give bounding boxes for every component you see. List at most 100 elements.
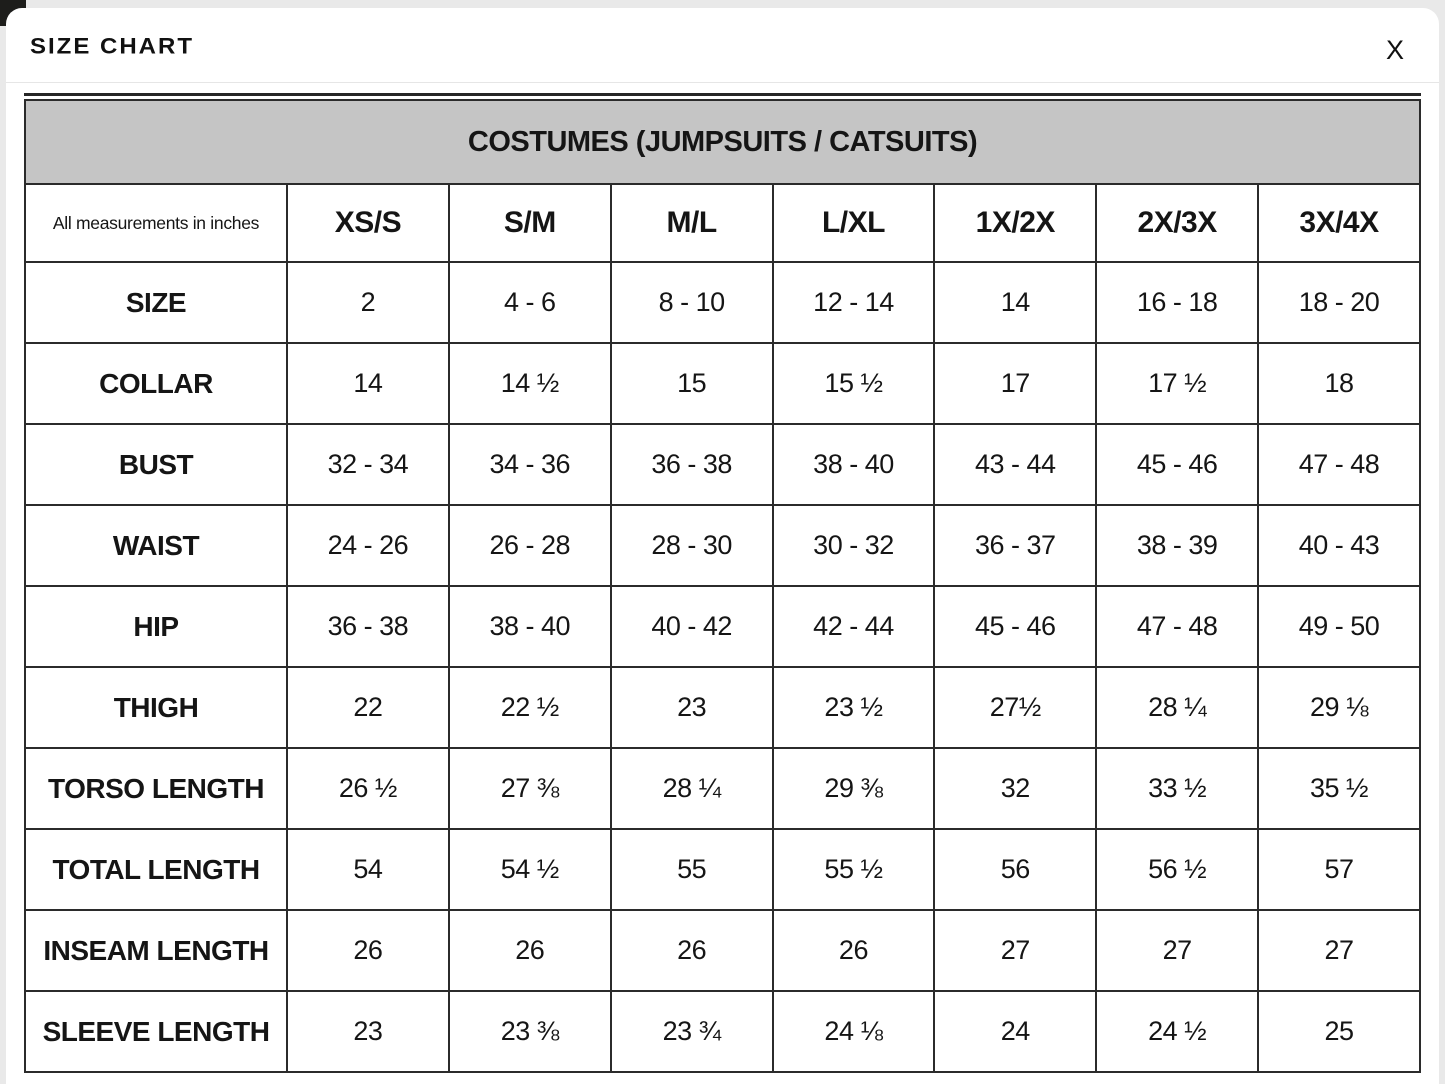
measurement-cell: 33 ½ — [1095, 747, 1260, 830]
row-label: BUST — [24, 423, 288, 506]
column-header: M/L — [609, 183, 774, 263]
measurement-cell: 22 ½ — [447, 666, 612, 749]
close-icon[interactable]: X — [1377, 32, 1413, 68]
measurement-cell: 27 — [933, 909, 1098, 992]
table-top-border — [24, 93, 1421, 96]
measurement-cell: 16 - 18 — [1095, 261, 1260, 344]
row-label: TORSO LENGTH — [24, 747, 288, 830]
measurement-cell: 12 - 14 — [771, 261, 936, 344]
row-label: HIP — [24, 585, 288, 668]
measurement-cell: 24 ½ — [1095, 990, 1260, 1073]
row-label: SLEEVE LENGTH — [24, 990, 288, 1073]
row-label: INSEAM LENGTH — [24, 909, 288, 992]
measurement-cell: 47 - 48 — [1257, 423, 1421, 506]
measurement-cell: 56 — [933, 828, 1098, 911]
row-label: WAIST — [24, 504, 288, 587]
measurements-note: All measurements in inches — [24, 183, 288, 263]
measurement-cell: 29 ⅜ — [771, 747, 936, 830]
measurement-cell: 2 — [286, 261, 450, 344]
measurement-cell: 40 - 43 — [1257, 504, 1421, 587]
modal-header: SIZE CHART X — [6, 8, 1439, 83]
measurement-cell: 34 - 36 — [447, 423, 612, 506]
measurement-cell: 27 — [1095, 909, 1260, 992]
measurement-cell: 30 - 32 — [771, 504, 936, 587]
measurement-cell: 23 ½ — [771, 666, 936, 749]
measurement-cell: 14 — [933, 261, 1098, 344]
column-header: S/M — [447, 183, 612, 263]
measurement-cell: 45 - 46 — [1095, 423, 1260, 506]
measurement-cell: 49 - 50 — [1257, 585, 1421, 668]
measurement-cell: 32 - 34 — [286, 423, 450, 506]
measurement-cell: 23 — [609, 666, 774, 749]
measurement-cell: 54 — [286, 828, 450, 911]
measurement-cell: 56 ½ — [1095, 828, 1260, 911]
measurement-cell: 14 — [286, 342, 450, 425]
measurement-cell: 26 — [286, 909, 450, 992]
size-chart-table: COSTUMES (JUMPSUITS / CATSUITS) All meas… — [24, 99, 1421, 1073]
measurement-cell: 4 - 6 — [447, 261, 612, 344]
table-row: TOTAL LENGTH 54 54 ½ 55 55 ½ 56 56 ½ 57 — [24, 828, 1421, 911]
measurement-cell: 38 - 39 — [1095, 504, 1260, 587]
measurement-cell: 55 ½ — [771, 828, 936, 911]
column-header: 1X/2X — [933, 183, 1098, 263]
measurement-cell: 36 - 38 — [286, 585, 450, 668]
measurement-cell: 42 - 44 — [771, 585, 936, 668]
row-label: TOTAL LENGTH — [24, 828, 288, 911]
measurement-cell: 26 - 28 — [447, 504, 612, 587]
measurement-cell: 15 — [609, 342, 774, 425]
measurement-cell: 35 ½ — [1257, 747, 1421, 830]
table-row: TORSO LENGTH 26 ½ 27 ⅜ 28 ¼ 29 ⅜ 32 33 ½ 35 ½ — [24, 747, 1421, 830]
measurement-cell: 47 - 48 — [1095, 585, 1260, 668]
column-header: 2X/3X — [1095, 183, 1260, 263]
measurement-cell: 57 — [1257, 828, 1421, 911]
table-row: SLEEVE LENGTH 23 23 ⅜ 23 ¾ 24 ⅛ 24 24 ½ 25 — [24, 990, 1421, 1073]
measurement-cell: 55 — [609, 828, 774, 911]
measurement-cell: 28 - 30 — [609, 504, 774, 587]
measurement-cell: 38 - 40 — [771, 423, 936, 506]
measurement-cell: 43 - 44 — [933, 423, 1098, 506]
measurement-cell: 24 - 26 — [286, 504, 450, 587]
table-row: HIP 36 - 38 38 - 40 40 - 42 42 - 44 45 - 46 47… — [24, 585, 1421, 668]
measurement-cell: 27½ — [933, 666, 1098, 749]
table-row: COLLAR 14 14 ½ 15 15 ½ 17 17 ½ 18 — [24, 342, 1421, 425]
measurement-cell: 23 ⅜ — [447, 990, 612, 1073]
measurement-cell: 32 — [933, 747, 1098, 830]
row-label: SIZE — [24, 261, 288, 344]
measurement-cell: 18 — [1257, 342, 1421, 425]
column-header: XS/S — [286, 183, 450, 263]
measurement-cell: 36 - 37 — [933, 504, 1098, 587]
table-row: INSEAM LENGTH 26 26 26 26 27 27 27 — [24, 909, 1421, 992]
measurement-cell: 29 ⅛ — [1257, 666, 1421, 749]
measurement-cell: 36 - 38 — [609, 423, 774, 506]
measurement-cell: 28 ¼ — [609, 747, 774, 830]
measurement-cell: 23 ¾ — [609, 990, 774, 1073]
measurement-cell: 26 — [609, 909, 774, 992]
row-label: COLLAR — [24, 342, 288, 425]
table-title-row: COSTUMES (JUMPSUITS / CATSUITS) — [24, 99, 1421, 185]
measurement-cell: 27 ⅜ — [447, 747, 612, 830]
measurement-cell: 22 — [286, 666, 450, 749]
size-chart-modal: SIZE CHART X COSTUMES (JUMPSUITS / CATSU… — [6, 8, 1439, 1084]
column-header: L/XL — [771, 183, 936, 263]
measurement-cell: 26 — [447, 909, 612, 992]
measurement-cell: 54 ½ — [447, 828, 612, 911]
measurement-cell: 18 - 20 — [1257, 261, 1421, 344]
measurement-cell: 14 ½ — [447, 342, 612, 425]
page-title: SIZE CHART — [30, 34, 194, 59]
measurement-cell: 8 - 10 — [609, 261, 774, 344]
measurement-cell: 23 — [286, 990, 450, 1073]
measurement-cell: 40 - 42 — [609, 585, 774, 668]
measurement-cell: 26 — [771, 909, 936, 992]
measurement-cell: 24 ⅛ — [771, 990, 936, 1073]
measurement-cell: 17 — [933, 342, 1098, 425]
measurement-cell: 27 — [1257, 909, 1421, 992]
measurement-cell: 24 — [933, 990, 1098, 1073]
column-header-row: All measurements in inches XS/S S/M M/L L/X… — [24, 183, 1421, 263]
measurement-cell: 17 ½ — [1095, 342, 1260, 425]
table-title: COSTUMES (JUMPSUITS / CATSUITS) — [24, 99, 1421, 185]
measurement-cell: 26 ½ — [286, 747, 450, 830]
measurement-cell: 25 — [1257, 990, 1421, 1073]
row-label: THIGH — [24, 666, 288, 749]
measurement-cell: 15 ½ — [771, 342, 936, 425]
